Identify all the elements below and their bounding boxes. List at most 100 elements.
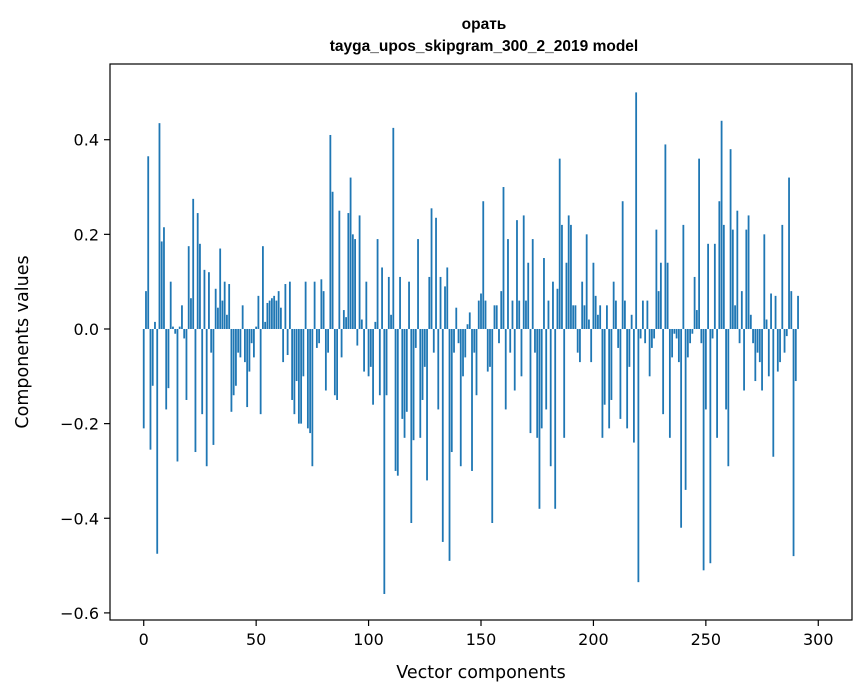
bar-113: [396, 328, 399, 476]
bar-223: [644, 328, 647, 344]
bar-168: [520, 328, 523, 377]
bar-175: [536, 328, 539, 438]
bar-81: [324, 328, 327, 391]
chart-title: орать: [462, 16, 507, 33]
bar-21: [190, 298, 192, 329]
bar-228: [655, 229, 658, 329]
bar-183: [554, 328, 557, 509]
bar-234: [668, 328, 671, 438]
bar-251: [707, 243, 709, 329]
bar-58: [273, 295, 276, 329]
bar-145: [468, 312, 471, 329]
bar-171: [527, 262, 530, 329]
bar-23: [194, 328, 197, 453]
bar-27: [203, 269, 206, 329]
bar-124: [421, 328, 424, 400]
bar-180: [547, 300, 550, 329]
bar-284: [781, 224, 784, 329]
bar-135: [446, 267, 449, 329]
bar-12: [169, 281, 172, 329]
bar-92: [349, 177, 352, 329]
bar-200: [592, 262, 595, 329]
x-tick-label: 50: [246, 630, 266, 649]
bar-40: [232, 328, 235, 396]
bar-84: [331, 191, 334, 329]
bar-109: [387, 276, 390, 329]
bar-15: [176, 328, 179, 462]
bar-255: [716, 328, 718, 438]
bar-31: [212, 328, 215, 445]
bar-237: [675, 328, 678, 339]
bar-231: [662, 328, 665, 415]
x-tick-label: 150: [466, 630, 497, 649]
bar-75: [311, 328, 314, 467]
bar-143: [464, 328, 467, 358]
bar-104: [376, 239, 379, 329]
bar-133: [441, 328, 444, 542]
bar-289: [792, 328, 795, 557]
bar-33: [217, 307, 219, 329]
bar-291: [797, 295, 799, 329]
bar-210: [615, 300, 617, 329]
bar-241: [684, 328, 687, 490]
bar-4: [151, 328, 154, 386]
bar-160: [502, 187, 505, 329]
bar-128: [430, 208, 433, 329]
bar-144: [466, 324, 469, 329]
x-tick-label: 100: [353, 630, 384, 649]
bar-217: [630, 314, 633, 329]
bar-206: [606, 305, 608, 329]
bar-229: [657, 291, 660, 329]
bar-283: [779, 328, 781, 363]
bar-149: [477, 300, 480, 329]
bar-42: [237, 328, 240, 353]
bar-87: [338, 210, 341, 329]
bar-277: [765, 319, 768, 329]
y-tick-label: −0.4: [60, 509, 99, 528]
y-axis-ticks: −0.6 −0.4 −0.2 0.0 0.2 0.4: [60, 131, 110, 623]
bar-39: [230, 328, 233, 412]
bar-44: [241, 305, 244, 329]
bar-244: [691, 328, 694, 334]
bar-62: [282, 328, 285, 363]
bar-18: [183, 328, 186, 339]
bar-262: [731, 229, 734, 329]
bar-30: [210, 328, 213, 353]
bar-235: [671, 328, 674, 358]
bar-281: [774, 295, 777, 329]
bar-94: [354, 239, 356, 329]
bar-69: [297, 328, 300, 424]
bar-120: [412, 328, 415, 441]
bar-164: [511, 300, 514, 329]
bar-282: [776, 328, 779, 372]
bar-139: [455, 307, 458, 329]
bar-215: [626, 328, 629, 429]
bar-188: [565, 262, 568, 329]
bar-218: [633, 328, 635, 443]
bar-125: [423, 328, 426, 367]
bar-66: [291, 328, 294, 400]
bar-174: [534, 328, 536, 353]
bar-252: [709, 328, 712, 564]
bar-142: [462, 328, 464, 377]
bar-189: [567, 215, 570, 329]
bar-233: [666, 262, 669, 329]
bar-286: [785, 328, 788, 337]
bar-157: [495, 305, 498, 329]
bar-208: [610, 328, 613, 400]
bar-205: [603, 328, 606, 405]
bar-57: [270, 298, 273, 329]
bar-264: [736, 210, 739, 329]
bar-70: [300, 328, 303, 424]
bar-191: [572, 305, 575, 329]
bar-51: [257, 295, 260, 329]
bar-96: [358, 215, 361, 329]
bar-256: [718, 201, 721, 329]
bar-77: [315, 328, 318, 348]
bar-253: [711, 328, 714, 339]
bar-46: [246, 328, 249, 408]
bar-3: [149, 328, 152, 450]
bar-236: [673, 328, 676, 334]
bar-267: [743, 328, 745, 391]
